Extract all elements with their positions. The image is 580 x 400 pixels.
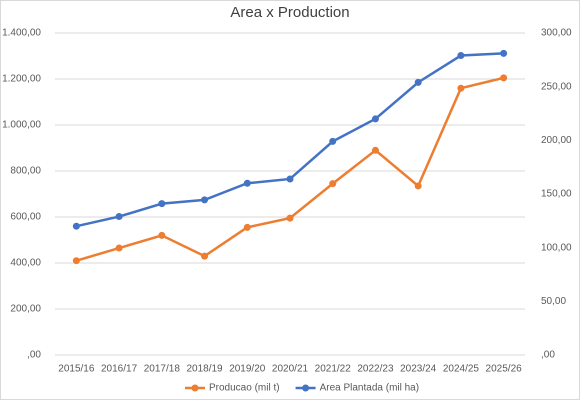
data-point <box>243 223 251 231</box>
y-tick-label: 800,00 <box>10 166 41 177</box>
x-tick-label: 2022/23 <box>357 364 394 375</box>
x-tick-label: 2024/25 <box>443 364 480 375</box>
y2-tick-label: 300,00 <box>541 28 572 39</box>
legend-label: Producao (mil t) <box>209 383 280 394</box>
x-tick-label: 2018/19 <box>186 364 223 375</box>
y-tick-label: 600,00 <box>10 212 41 223</box>
data-point <box>201 196 209 204</box>
y2-tick-label: 200,00 <box>541 135 572 146</box>
data-point <box>457 84 465 92</box>
data-point <box>286 175 294 183</box>
data-point <box>457 52 465 60</box>
data-point <box>158 231 166 239</box>
y2-tick-label: 50,00 <box>541 296 566 307</box>
y2-tick-label: 100,00 <box>541 242 572 253</box>
x-tick-label: 2025/26 <box>486 364 523 375</box>
data-point <box>72 257 80 265</box>
chart-title: Area x Production <box>230 4 349 21</box>
data-point <box>243 179 251 187</box>
data-point <box>371 146 379 154</box>
y2-tick-label: ,00 <box>541 350 555 361</box>
y-tick-label: 400,00 <box>10 258 41 269</box>
y-tick-label: 200,00 <box>10 304 41 315</box>
data-point <box>371 115 379 123</box>
legend-label: Area Plantada (mil ha) <box>320 383 420 394</box>
y-tick-label: ,00 <box>27 350 41 361</box>
y-tick-label: 1.000,00 <box>2 120 41 131</box>
y2-tick-label: 150,00 <box>541 189 572 200</box>
y-tick-label: 1.200,00 <box>2 74 41 85</box>
data-point <box>115 213 123 221</box>
data-point <box>72 222 80 230</box>
x-tick-label: 2023/24 <box>400 364 437 375</box>
data-point <box>286 214 294 222</box>
y2-tick-label: 250,00 <box>541 81 572 92</box>
x-tick-label: 2016/17 <box>101 364 138 375</box>
data-point <box>329 137 337 145</box>
y-tick-label: 1.400,00 <box>2 28 41 39</box>
data-point <box>500 74 508 82</box>
x-tick-label: 2019/20 <box>229 364 266 375</box>
x-tick-label: 2015/16 <box>58 364 95 375</box>
data-point <box>329 180 337 188</box>
data-point <box>115 244 123 252</box>
x-tick-label: 2021/22 <box>315 364 352 375</box>
data-point <box>201 252 209 260</box>
legend-marker <box>191 384 199 392</box>
x-tick-label: 2020/21 <box>272 364 309 375</box>
data-point <box>414 78 422 86</box>
x-tick-label: 2017/18 <box>144 364 181 375</box>
data-point <box>500 49 508 57</box>
legend-marker <box>302 384 310 392</box>
data-point <box>414 182 422 190</box>
data-point <box>158 200 166 208</box>
